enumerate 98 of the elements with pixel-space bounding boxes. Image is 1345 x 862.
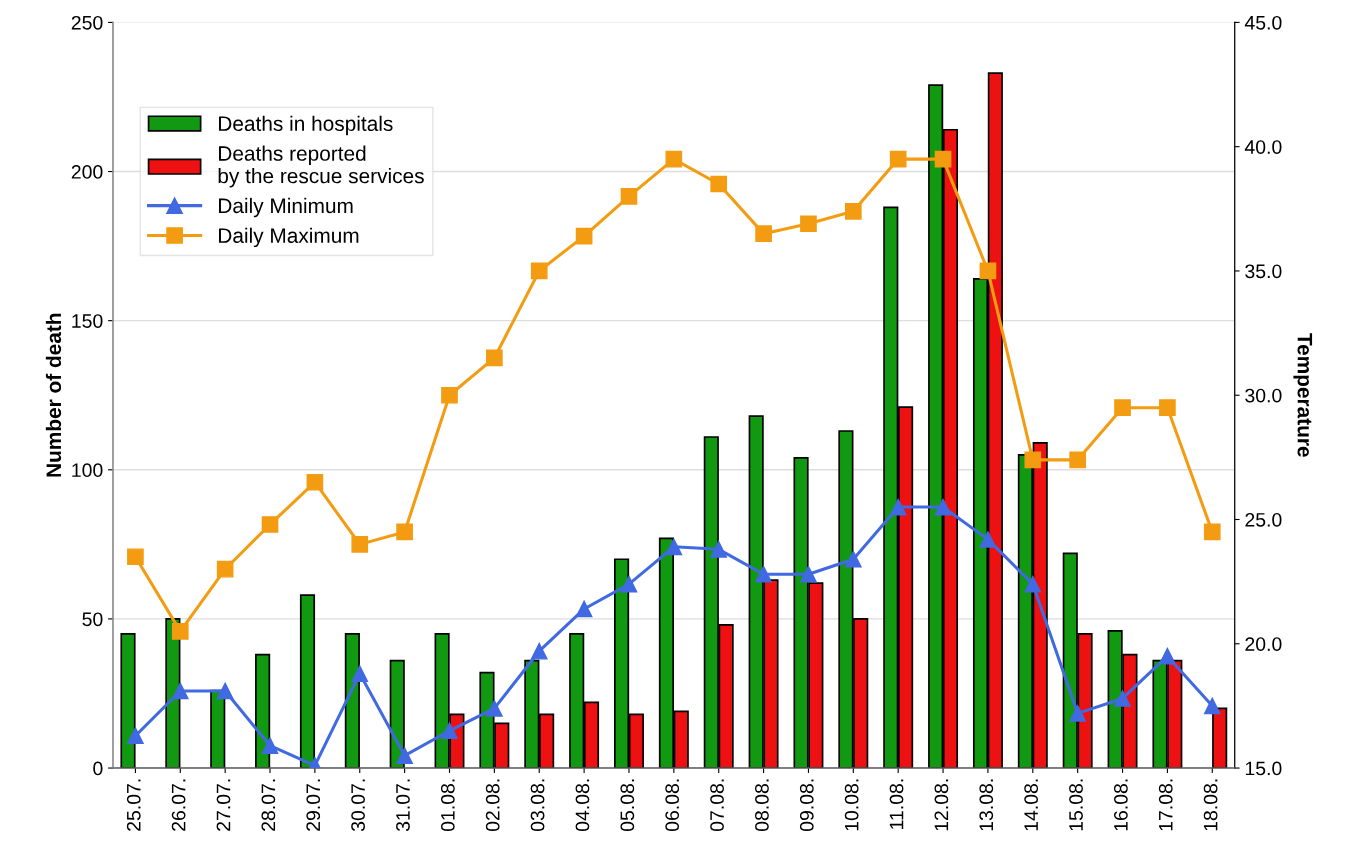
point	[710, 540, 728, 558]
point	[1069, 705, 1087, 722]
point	[530, 642, 548, 660]
y2-axis-title: Temperature	[1293, 333, 1313, 457]
point	[844, 202, 862, 220]
point	[1159, 647, 1176, 665]
x-tick-label: 15.08.	[1069, 779, 1083, 831]
bar	[299, 594, 316, 769]
point	[486, 349, 503, 367]
point	[620, 575, 638, 593]
x-tick-label: 18.08.	[1203, 779, 1218, 831]
point	[889, 150, 907, 168]
point	[171, 623, 189, 640]
point	[1114, 399, 1131, 416]
point	[1024, 451, 1042, 469]
point	[441, 722, 458, 740]
x-tick-label: 04.08.	[575, 779, 590, 832]
x-tick-label: 10.08.	[844, 779, 859, 831]
x-tick-label: 12.08.	[934, 779, 949, 831]
y2-tick-label: 35.0	[1245, 264, 1282, 279]
y-tick-label: 150	[72, 314, 103, 328]
x-tick-label: 03.08.	[530, 779, 545, 832]
x-tick-label: 07.08.	[710, 779, 724, 832]
bar	[344, 632, 360, 769]
y2-tick-label: 25.0	[1245, 512, 1282, 527]
x-tick-label: 31.07.	[396, 779, 410, 832]
bar	[255, 653, 271, 769]
x-tick-label: 02.08.	[485, 779, 500, 832]
point	[171, 682, 189, 700]
legend-label: Daily Minimum	[219, 197, 353, 218]
legend-label: Deaths reported by the rescue services	[218, 145, 424, 188]
x-tick-label: 30.07.	[351, 779, 365, 832]
x-tick-label: 11.08.	[889, 779, 904, 829]
point	[755, 225, 772, 243]
legend-label: Daily Maximum	[219, 227, 359, 248]
point	[216, 682, 234, 700]
y2-tick-label: 45.0	[1244, 15, 1282, 30]
x-tick-label: 05.08.	[620, 779, 635, 832]
point	[441, 386, 458, 404]
point	[1114, 690, 1131, 707]
point	[1159, 399, 1176, 416]
bar	[120, 632, 136, 769]
point	[800, 215, 817, 233]
y-axis-title: Number of death	[45, 313, 62, 477]
point	[575, 227, 593, 245]
point	[575, 600, 593, 618]
y-tick-label: 0	[93, 761, 103, 776]
point	[127, 548, 144, 566]
x-tick-label: 09.08.	[799, 779, 814, 832]
point	[620, 188, 638, 205]
x-tick-label: 08.08.	[755, 779, 769, 832]
point	[396, 747, 413, 764]
point	[1069, 451, 1087, 469]
point	[1203, 523, 1221, 541]
point	[844, 550, 862, 568]
point	[216, 560, 234, 578]
point	[665, 538, 683, 556]
point	[351, 665, 369, 682]
x-tick-label: 27.07.	[216, 779, 231, 831]
point	[261, 516, 279, 533]
point	[486, 700, 503, 717]
x-tick-label: 01.08.	[440, 779, 455, 832]
y-tick-label: 250	[71, 15, 103, 30]
point	[1203, 697, 1221, 715]
point	[1024, 575, 1042, 593]
point	[755, 565, 772, 583]
y2-tick-label: 20.0	[1245, 637, 1282, 652]
point	[934, 150, 952, 168]
point	[710, 175, 728, 193]
point	[800, 565, 817, 583]
bar	[1212, 707, 1228, 769]
point	[306, 473, 324, 491]
y-tick-label: 50	[82, 612, 103, 627]
point	[127, 727, 144, 745]
point	[665, 150, 683, 168]
x-tick-label: 25.07.	[126, 779, 141, 831]
x-tick-label: 17.08.	[1158, 779, 1173, 831]
legend-label: Deaths in hospitals	[219, 115, 393, 136]
point	[934, 498, 952, 516]
y2-tick-label: 15.0	[1245, 761, 1282, 776]
point	[979, 531, 997, 548]
y2-tick-label: 40.0	[1244, 140, 1282, 154]
point	[396, 523, 413, 541]
point	[530, 262, 548, 280]
y-tick-label: 100	[72, 463, 103, 478]
y2-tick-label: 30.0	[1245, 388, 1282, 403]
point	[889, 498, 907, 516]
x-tick-label: 13.08.	[979, 779, 994, 831]
x-tick-label: 26.07.	[171, 779, 186, 831]
y-tick-label: 200	[71, 165, 103, 179]
point	[351, 536, 369, 553]
x-tick-label: 14.08.	[1024, 779, 1039, 831]
x-tick-label: 16.08.	[1113, 779, 1128, 831]
point	[261, 737, 279, 755]
point	[979, 262, 997, 280]
x-tick-label: 29.07.	[306, 779, 321, 831]
x-tick-label: 06.08.	[665, 779, 680, 832]
x-tick-label: 28.07.	[261, 779, 276, 831]
